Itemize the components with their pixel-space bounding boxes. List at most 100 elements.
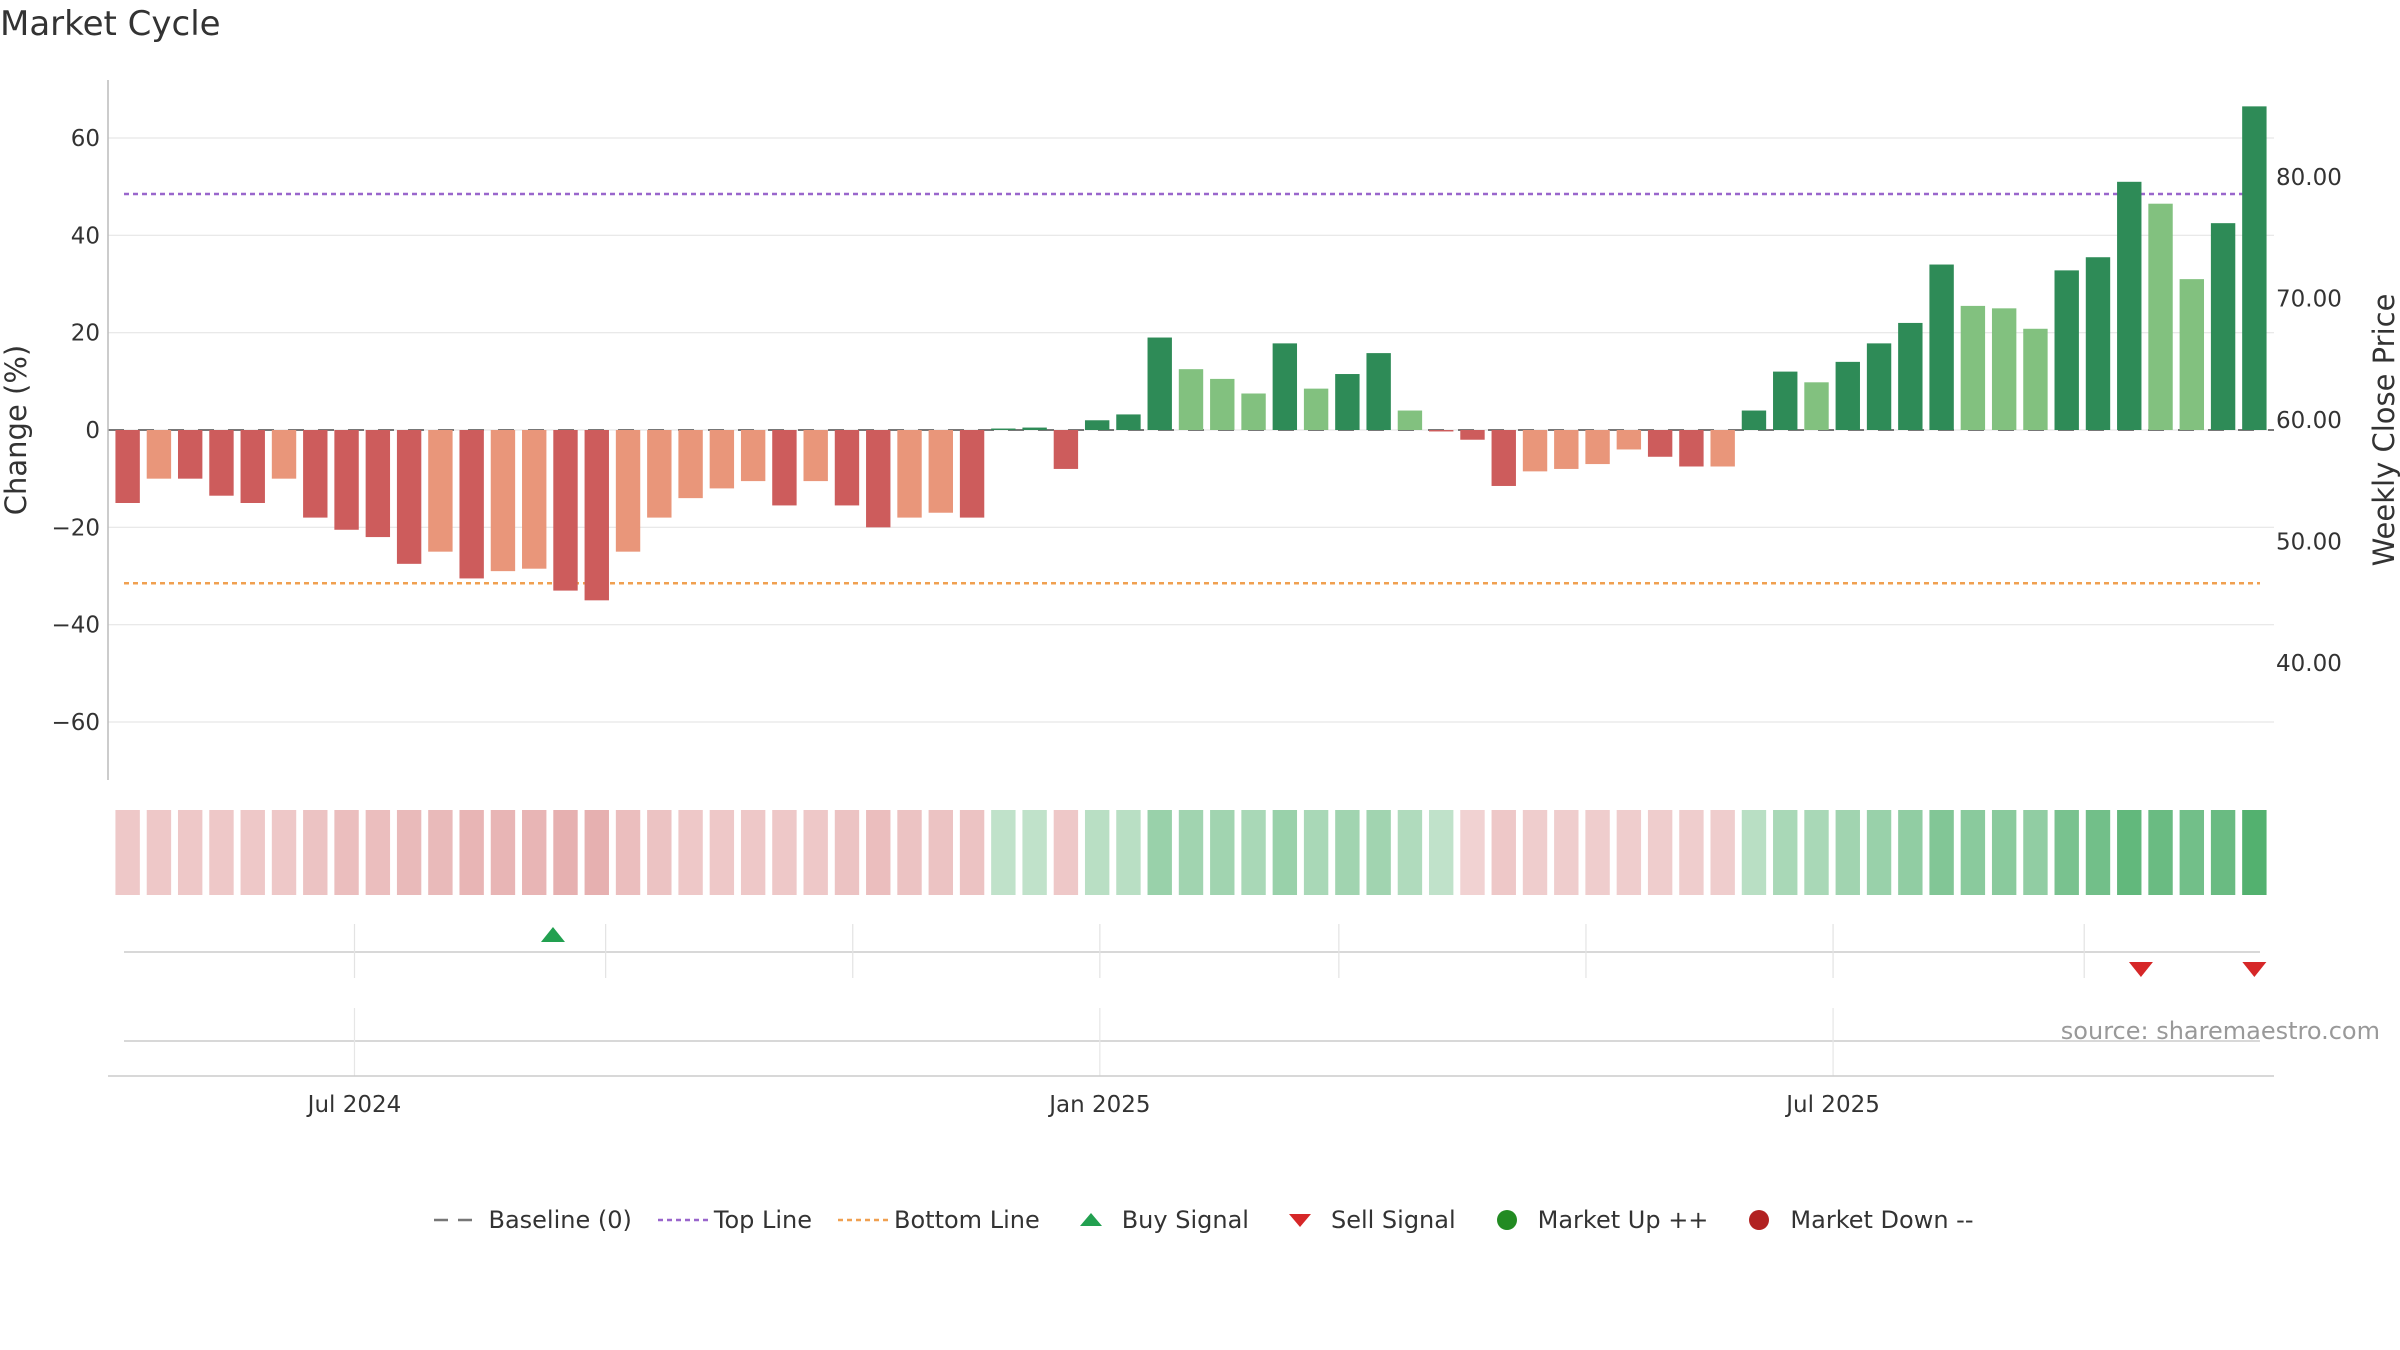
y-tick-label: 20 bbox=[71, 321, 100, 347]
legend-item: Buy Signal bbox=[1060, 1206, 1249, 1234]
heat-cell bbox=[271, 810, 297, 895]
heat-cell bbox=[1366, 810, 1391, 895]
bar bbox=[1460, 430, 1485, 440]
legend-item: Market Down -- bbox=[1728, 1206, 1974, 1234]
bar bbox=[1429, 430, 1454, 432]
legend-item: Bottom Line bbox=[832, 1206, 1040, 1234]
heat-cell bbox=[2054, 810, 2079, 895]
circle-legend-icon bbox=[1749, 1210, 1770, 1230]
heat-cell bbox=[1147, 810, 1172, 895]
bar bbox=[1835, 361, 1860, 430]
bar bbox=[709, 430, 735, 489]
bar bbox=[553, 430, 578, 591]
legend-item: Sell Signal bbox=[1269, 1206, 1456, 1234]
heat-cell bbox=[1929, 810, 1954, 895]
legend-item: Top Line bbox=[652, 1206, 812, 1234]
source-note: source: sharemaestro.com bbox=[2061, 1017, 2380, 1045]
triangle-up-legend-icon bbox=[1079, 1213, 1102, 1226]
heat-cell bbox=[2210, 810, 2236, 895]
bar bbox=[1335, 374, 1360, 430]
bar bbox=[2179, 279, 2205, 430]
heat-cell bbox=[1679, 810, 1704, 895]
legend-label: Buy Signal bbox=[1121, 1206, 1249, 1234]
heat-cell bbox=[678, 810, 703, 895]
bar bbox=[615, 430, 641, 552]
heat-cell bbox=[803, 810, 828, 895]
bar bbox=[1147, 337, 1172, 430]
heat-cell bbox=[365, 810, 391, 895]
bar bbox=[303, 430, 328, 518]
y-axis-title: Change (%) bbox=[0, 345, 33, 515]
heat-cell bbox=[959, 810, 985, 895]
heat-cell bbox=[396, 810, 422, 895]
y-tick-label: −60 bbox=[51, 710, 100, 736]
heat-cell bbox=[1866, 810, 1892, 895]
bar bbox=[2210, 223, 2236, 430]
y2-axis-title: Weekly Close Price bbox=[2367, 294, 2400, 567]
heat-cell bbox=[1898, 810, 1923, 895]
heat-cell bbox=[303, 810, 328, 895]
bar bbox=[271, 430, 297, 479]
heat-cell bbox=[928, 810, 953, 895]
heat-cell bbox=[1585, 810, 1610, 895]
y-tick-label: 60 bbox=[71, 126, 100, 152]
bar bbox=[1898, 322, 1923, 430]
legend-circle bbox=[1749, 1210, 1770, 1230]
triangle-down-legend-icon bbox=[1288, 1214, 1311, 1227]
heat-cell bbox=[615, 810, 641, 895]
heat-cell bbox=[866, 810, 891, 895]
heat-cell bbox=[1116, 810, 1141, 895]
heat-cell bbox=[709, 810, 735, 895]
bar bbox=[334, 430, 359, 530]
heat-cell bbox=[1022, 810, 1047, 895]
chart-title: Market Cycle bbox=[0, 4, 221, 44]
sell-signal-marker bbox=[2242, 962, 2267, 977]
legend-circle bbox=[1496, 1210, 1517, 1230]
heat-cell bbox=[1335, 810, 1360, 895]
bar bbox=[678, 430, 703, 499]
bar bbox=[1804, 382, 1829, 430]
y2-tick-label: 40.00 bbox=[2276, 651, 2342, 677]
bar bbox=[803, 430, 828, 482]
bar bbox=[866, 430, 891, 528]
bar bbox=[240, 430, 265, 503]
dot-legend-icon bbox=[657, 1218, 710, 1222]
heat-cell bbox=[772, 810, 797, 895]
legend-label: Baseline (0) bbox=[488, 1206, 632, 1234]
legend-label: Sell Signal bbox=[1330, 1206, 1456, 1234]
bar bbox=[115, 430, 140, 503]
bar bbox=[1616, 430, 1642, 450]
y2-tick-label: 50.00 bbox=[2276, 530, 2342, 556]
heat-cell bbox=[1991, 810, 2017, 895]
bar bbox=[1647, 430, 1673, 457]
heat-cell bbox=[146, 810, 172, 895]
heat-cell bbox=[1647, 810, 1673, 895]
bar bbox=[2242, 106, 2267, 430]
heat-cell bbox=[2023, 810, 2048, 895]
bar bbox=[177, 430, 203, 479]
y2-tick-label: 80.00 bbox=[2276, 165, 2342, 191]
bar bbox=[959, 430, 985, 518]
y2-tick-label: 60.00 bbox=[2276, 408, 2342, 434]
heat-cell bbox=[1210, 810, 1235, 895]
heat-cell bbox=[1773, 810, 1798, 895]
bar-series bbox=[115, 106, 2267, 601]
heat-cell bbox=[1710, 810, 1735, 895]
bar bbox=[834, 430, 860, 506]
bar bbox=[647, 430, 672, 518]
y-tick-label: 0 bbox=[85, 418, 100, 444]
bar bbox=[1522, 430, 1548, 472]
x-axis: Jul 2024 Jan 2025 Jul 2025 bbox=[108, 1075, 2274, 1118]
bar bbox=[772, 430, 797, 506]
heat-cell bbox=[177, 810, 203, 895]
bar bbox=[1084, 420, 1110, 430]
bar bbox=[897, 430, 922, 518]
heat-cell bbox=[647, 810, 672, 895]
heat-cell bbox=[490, 810, 516, 895]
bar bbox=[991, 428, 1016, 430]
heat-cell bbox=[522, 810, 547, 895]
heat-cell bbox=[2148, 810, 2173, 895]
heat-cell bbox=[1804, 810, 1829, 895]
heat-cell bbox=[1303, 810, 1329, 895]
